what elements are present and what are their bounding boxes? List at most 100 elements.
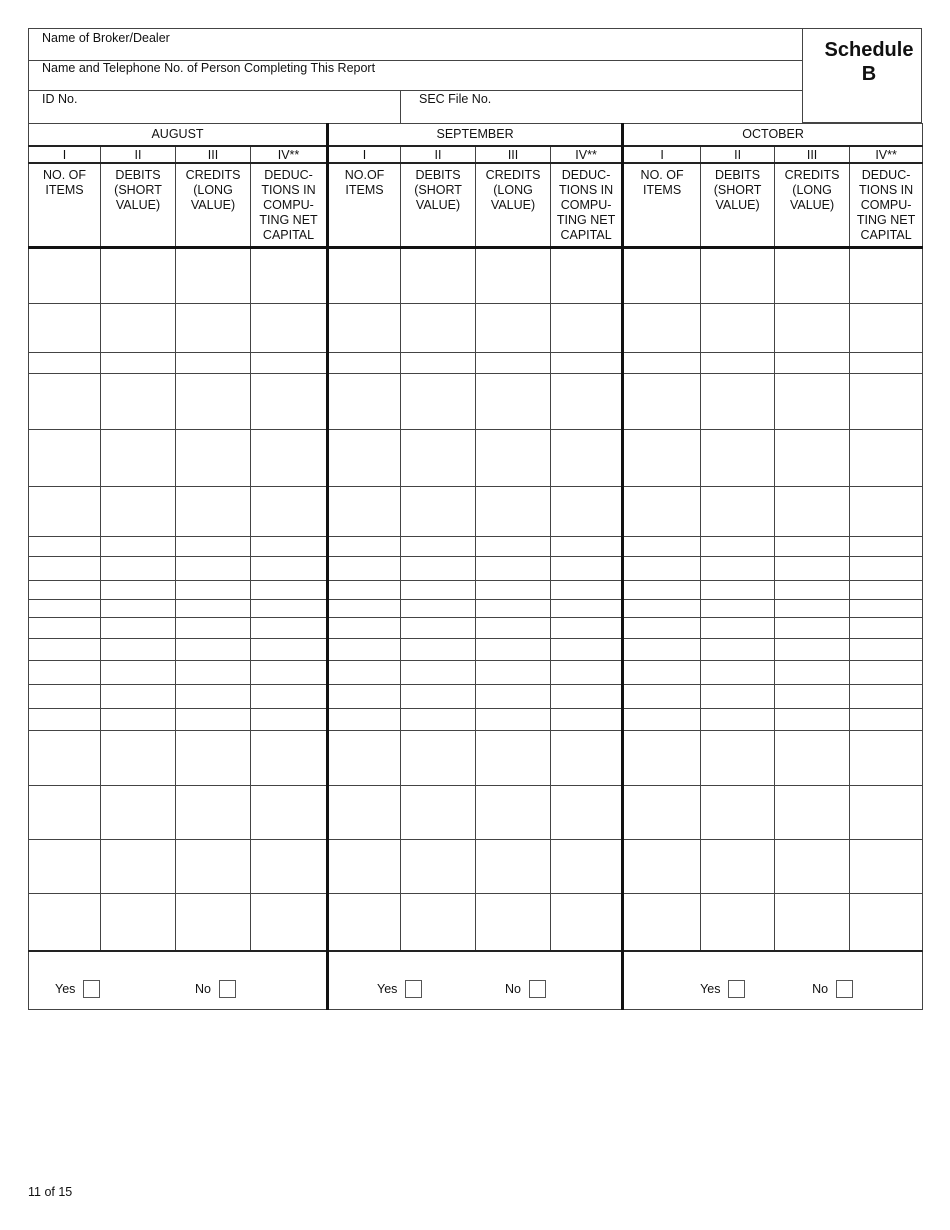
entry-cell[interactable] bbox=[550, 893, 624, 952]
entry-cell[interactable] bbox=[400, 373, 477, 430]
entry-cell[interactable] bbox=[774, 247, 851, 304]
entry-cell[interactable] bbox=[326, 684, 402, 709]
entry-cell[interactable] bbox=[621, 839, 702, 894]
entry-cell[interactable] bbox=[400, 536, 477, 557]
entry-cell[interactable] bbox=[28, 839, 101, 894]
entry-cell[interactable] bbox=[475, 617, 552, 639]
entry-cell[interactable] bbox=[550, 708, 624, 731]
entry-cell[interactable] bbox=[175, 536, 251, 557]
entry-cell[interactable] bbox=[774, 556, 851, 581]
entry-cell[interactable] bbox=[326, 708, 402, 731]
entry-cell[interactable] bbox=[550, 303, 624, 353]
entry-cell[interactable] bbox=[621, 684, 702, 709]
entry-cell[interactable] bbox=[175, 617, 251, 639]
entry-cell[interactable] bbox=[28, 785, 101, 840]
entry-cell[interactable] bbox=[249, 708, 329, 731]
entry-cell[interactable] bbox=[849, 660, 924, 685]
entry-cell[interactable] bbox=[28, 708, 101, 731]
entry-cell[interactable] bbox=[774, 660, 851, 685]
entry-cell[interactable] bbox=[175, 708, 251, 731]
entry-cell[interactable] bbox=[28, 352, 101, 374]
entry-cell[interactable] bbox=[700, 373, 776, 430]
entry-cell[interactable] bbox=[849, 730, 924, 786]
entry-cell[interactable] bbox=[100, 373, 176, 430]
yes-checkbox[interactable] bbox=[405, 980, 423, 998]
entry-cell[interactable] bbox=[400, 352, 477, 374]
entry-cell[interactable] bbox=[175, 893, 251, 952]
entry-cell[interactable] bbox=[28, 486, 101, 537]
entry-cell[interactable] bbox=[774, 536, 851, 557]
entry-cell[interactable] bbox=[550, 352, 624, 374]
entry-cell[interactable] bbox=[175, 303, 251, 353]
entry-cell[interactable] bbox=[326, 617, 402, 639]
entry-cell[interactable] bbox=[28, 660, 101, 685]
entry-cell[interactable] bbox=[774, 839, 851, 894]
entry-cell[interactable] bbox=[700, 303, 776, 353]
entry-cell[interactable] bbox=[550, 660, 624, 685]
entry-cell[interactable] bbox=[849, 599, 924, 618]
entry-cell[interactable] bbox=[28, 429, 101, 487]
entry-cell[interactable] bbox=[249, 486, 329, 537]
entry-cell[interactable] bbox=[550, 638, 624, 661]
entry-cell[interactable] bbox=[774, 599, 851, 618]
entry-cell[interactable] bbox=[475, 708, 552, 731]
entry-cell[interactable] bbox=[28, 373, 101, 430]
entry-cell[interactable] bbox=[550, 536, 624, 557]
entry-cell[interactable] bbox=[175, 730, 251, 786]
entry-cell[interactable] bbox=[849, 839, 924, 894]
broker-name-field[interactable]: Name of Broker/Dealer bbox=[28, 28, 803, 61]
entry-cell[interactable] bbox=[700, 486, 776, 537]
entry-cell[interactable] bbox=[249, 660, 329, 685]
entry-cell[interactable] bbox=[249, 352, 329, 374]
entry-cell[interactable] bbox=[175, 785, 251, 840]
entry-cell[interactable] bbox=[621, 373, 702, 430]
entry-cell[interactable] bbox=[475, 429, 552, 487]
entry-cell[interactable] bbox=[100, 660, 176, 685]
entry-cell[interactable] bbox=[326, 839, 402, 894]
entry-cell[interactable] bbox=[175, 486, 251, 537]
entry-cell[interactable] bbox=[326, 303, 402, 353]
entry-cell[interactable] bbox=[621, 660, 702, 685]
entry-cell[interactable] bbox=[249, 638, 329, 661]
entry-cell[interactable] bbox=[100, 730, 176, 786]
entry-cell[interactable] bbox=[621, 536, 702, 557]
no-checkbox[interactable] bbox=[529, 980, 547, 998]
entry-cell[interactable] bbox=[100, 556, 176, 581]
entry-cell[interactable] bbox=[621, 352, 702, 374]
entry-cell[interactable] bbox=[100, 839, 176, 894]
entry-cell[interactable] bbox=[400, 599, 477, 618]
entry-cell[interactable] bbox=[400, 638, 477, 661]
entry-cell[interactable] bbox=[550, 429, 624, 487]
entry-cell[interactable] bbox=[175, 429, 251, 487]
person-name-phone-field[interactable]: Name and Telephone No. of Person Complet… bbox=[28, 60, 803, 91]
entry-cell[interactable] bbox=[774, 580, 851, 600]
entry-cell[interactable] bbox=[326, 599, 402, 618]
entry-cell[interactable] bbox=[475, 638, 552, 661]
entry-cell[interactable] bbox=[100, 785, 176, 840]
entry-cell[interactable] bbox=[400, 429, 477, 487]
yes-checkbox[interactable] bbox=[728, 980, 746, 998]
entry-cell[interactable] bbox=[400, 785, 477, 840]
entry-cell[interactable] bbox=[700, 708, 776, 731]
entry-cell[interactable] bbox=[326, 536, 402, 557]
entry-cell[interactable] bbox=[621, 708, 702, 731]
entry-cell[interactable] bbox=[28, 893, 101, 952]
entry-cell[interactable] bbox=[621, 893, 702, 952]
entry-cell[interactable] bbox=[175, 580, 251, 600]
entry-cell[interactable] bbox=[700, 247, 776, 304]
entry-cell[interactable] bbox=[700, 617, 776, 639]
entry-cell[interactable] bbox=[326, 580, 402, 600]
sec-file-no-field[interactable]: SEC File No. bbox=[400, 90, 803, 124]
entry-cell[interactable] bbox=[100, 599, 176, 618]
entry-cell[interactable] bbox=[249, 785, 329, 840]
entry-cell[interactable] bbox=[400, 303, 477, 353]
entry-cell[interactable] bbox=[700, 580, 776, 600]
entry-cell[interactable] bbox=[621, 730, 702, 786]
no-checkbox[interactable] bbox=[218, 980, 236, 998]
entry-cell[interactable] bbox=[550, 373, 624, 430]
entry-cell[interactable] bbox=[326, 660, 402, 685]
entry-cell[interactable] bbox=[400, 730, 477, 786]
entry-cell[interactable] bbox=[849, 580, 924, 600]
entry-cell[interactable] bbox=[175, 839, 251, 894]
entry-cell[interactable] bbox=[621, 617, 702, 639]
